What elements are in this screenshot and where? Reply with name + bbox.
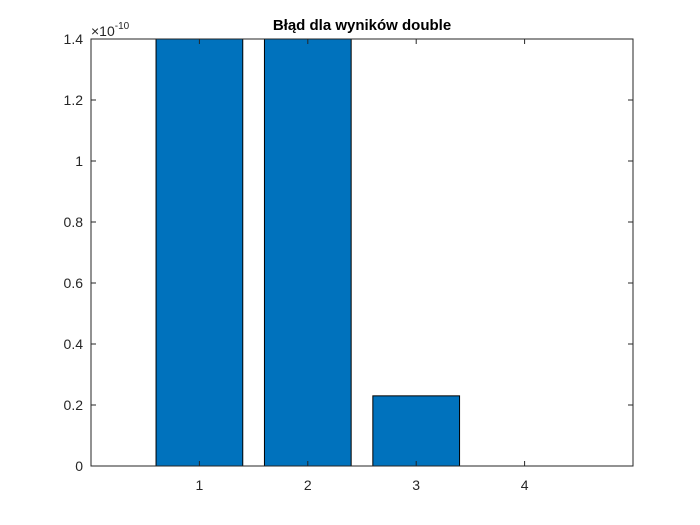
bar-2 (263, 38, 352, 467)
y-tick-label: 0.8 (64, 214, 84, 230)
bar-1 (155, 38, 244, 467)
y-tick-label: 1.2 (64, 92, 84, 108)
y-axis-exponent: ×10-10 (91, 21, 130, 39)
x-tick-label: 1 (196, 477, 204, 493)
y-tick-label: 0.6 (64, 275, 84, 291)
y-tick-label: 0.2 (64, 397, 84, 413)
y-tick-label: 0.4 (64, 336, 84, 352)
x-tick-label: 3 (412, 477, 420, 493)
y-tick-label: 0 (75, 458, 83, 474)
x-tick-label: 4 (521, 477, 529, 493)
y-tick-label: 1 (75, 153, 83, 169)
bar-3 (372, 395, 461, 467)
axes-box (90, 38, 634, 467)
y-tick-label: 1.4 (64, 31, 84, 47)
ticks-group: 1 2 3 4 0 0.2 0.4 0.6 0.8 1 1.2 1.4 (64, 31, 633, 493)
chart-title: Błąd dla wyników double (273, 17, 451, 34)
x-tick-label: 2 (304, 477, 312, 493)
bars-group (155, 38, 461, 467)
